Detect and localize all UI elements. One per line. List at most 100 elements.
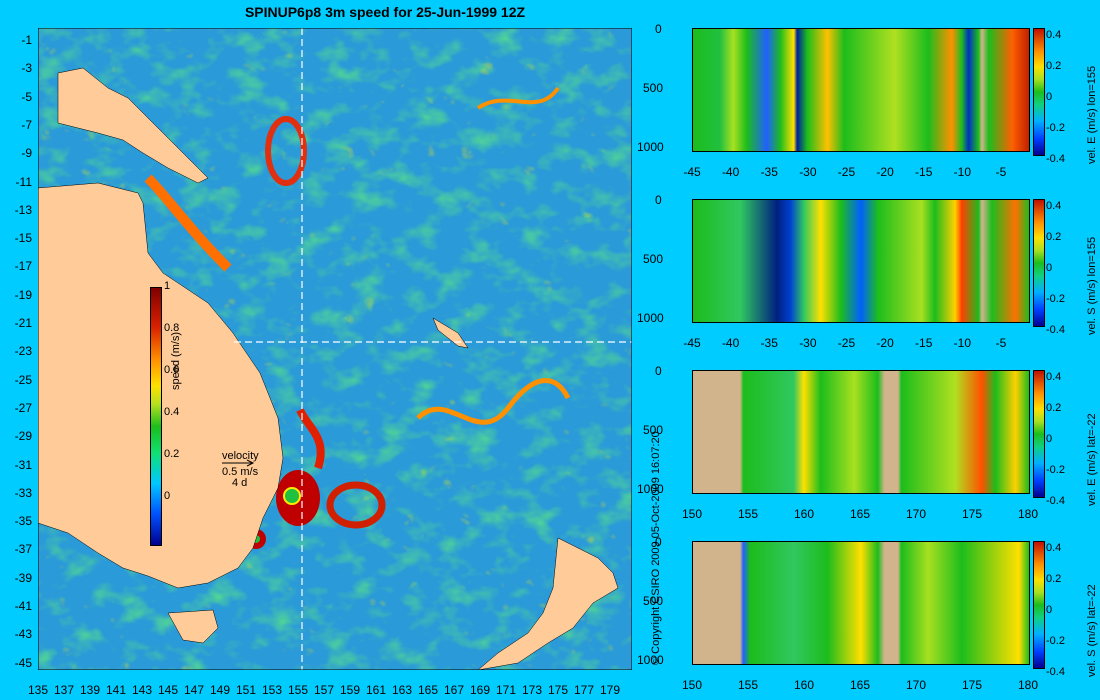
map-lat-tick-label: -37 — [14, 542, 32, 557]
section-x-tick: -45 — [683, 165, 701, 179]
velocity-key-heading: velocity — [222, 450, 259, 462]
section-panel-plot — [692, 28, 1030, 152]
section-x-tick: -40 — [721, 165, 740, 179]
map-lon-tick-label: 179 — [599, 683, 621, 697]
map-lon-tick-label: 155 — [287, 683, 309, 697]
section-depth-tick: 500 — [643, 252, 664, 266]
section-x-tick: 175 — [961, 507, 983, 521]
speed-colorbar-label: speed (m/s) — [170, 331, 182, 390]
speed-colorbar-tick: 0.2 — [164, 448, 180, 460]
section-colorbar-tick: -0.4 — [1046, 666, 1065, 678]
map-lon-tick-label: 169 — [469, 683, 491, 697]
map-lon-tick-label: 153 — [261, 683, 283, 697]
velocity-key-arrow — [222, 459, 255, 467]
velocity-key-duration: 4 d — [232, 477, 248, 489]
map-lon-tick-label: 145 — [157, 683, 179, 697]
section-x-tick: -5 — [995, 336, 1007, 350]
speed-colorbar-tick: 0.4 — [164, 406, 180, 418]
map-lon-tick-label: 177 — [573, 683, 595, 697]
section-depth-tick: 1000 — [637, 482, 664, 496]
section-depth-tick: 1000 — [637, 653, 664, 667]
section-colorbar-tick: 0 — [1046, 433, 1053, 445]
map-lat-tick-label: -41 — [14, 599, 32, 613]
map-lon-tick-label: 171 — [495, 683, 517, 697]
map-lat-tick-label: -19 — [14, 287, 32, 302]
land-new-caledonia — [432, 317, 469, 349]
section-x-tick: -25 — [837, 336, 856, 350]
section-x-tick: -5 — [995, 165, 1007, 179]
map-lon-tick-label: 135 — [27, 683, 49, 697]
map-lat-tick-label: -7 — [21, 117, 32, 132]
section-x-tick: 150 — [681, 507, 703, 521]
section-colorbar-tick: 0.4 — [1046, 29, 1062, 41]
section-colorbar — [1033, 28, 1045, 156]
section-colorbar-tick: 0 — [1046, 604, 1053, 616]
section-x-tick: 180 — [1017, 678, 1039, 692]
map-lat-tick-label: -35 — [14, 514, 32, 529]
speed-colorbar — [150, 287, 162, 546]
map-lon-tick-label: 173 — [521, 683, 543, 697]
land-tasmania — [167, 609, 219, 644]
section-depth-tick: 0 — [655, 22, 662, 36]
section-depth-tick: 500 — [643, 423, 664, 437]
map-lat-tick-label: -1 — [21, 33, 32, 47]
section-panel-plot — [692, 370, 1030, 494]
speed-map — [38, 28, 632, 670]
map-lat-tick-label: -11 — [15, 174, 32, 189]
land-new-guinea — [57, 67, 209, 184]
map-lon-tick-label: 141 — [105, 683, 127, 697]
section-panel-plot — [692, 199, 1030, 323]
section-x-tick: -15 — [915, 336, 933, 350]
map-lat-tick-label: -25 — [14, 372, 32, 387]
section-x-tick: -25 — [837, 165, 856, 179]
map-lat-tick-label: -13 — [14, 202, 32, 217]
section-x-tick: -10 — [953, 336, 972, 350]
section-colorbar — [1033, 199, 1045, 327]
section-colorbar-tick: -0.2 — [1046, 293, 1065, 305]
map-lat-tick-label: -27 — [14, 400, 32, 415]
section-panel-title: vel. S (m/s) lat=-22 — [1086, 584, 1098, 677]
section-x-tick: -15 — [915, 165, 933, 179]
map-lon-tick-label: 143 — [131, 683, 153, 697]
section-depth-tick: 1000 — [637, 311, 664, 325]
speed-colorbar-tick: 0.6 — [164, 364, 180, 376]
section-colorbar-tick: -0.4 — [1046, 324, 1065, 336]
section-x-tick: 155 — [737, 507, 759, 521]
section-colorbar — [1033, 541, 1045, 669]
map-lon-tick-label: 161 — [365, 683, 387, 697]
section-x-tick: 170 — [905, 507, 927, 521]
section-panel-title: vel. S (m/s) lon=155 — [1086, 236, 1098, 335]
section-panel-title: vel. E (m/s) lat=-22 — [1086, 413, 1098, 506]
section-colorbar-tick: 0.4 — [1046, 542, 1062, 554]
map-lon-tick-label: 159 — [339, 683, 361, 697]
map-lon-tick-label: 149 — [209, 683, 231, 697]
map-lat-tick-label: -17 — [14, 259, 32, 274]
section-x-tick: 170 — [905, 678, 927, 692]
map-lat-tick-label: -23 — [14, 344, 32, 359]
map-lat-tick-label: -31 — [14, 457, 32, 472]
section-x-tick: -10 — [953, 165, 972, 179]
figure-title: SPINUP6p8 3m speed for 25-Jun-1999 12Z — [244, 4, 526, 20]
section-colorbar-tick: -0.4 — [1046, 153, 1065, 165]
section-depth-tick: 1000 — [637, 140, 664, 154]
section-colorbar-tick: 0.4 — [1046, 371, 1062, 383]
speed-colorbar-tick: 0 — [164, 490, 171, 502]
map-lon-tick-label: 167 — [443, 683, 465, 697]
section-colorbar-tick: -0.2 — [1046, 464, 1065, 476]
section-x-tick: 175 — [961, 678, 983, 692]
map-lat-tick-label: -21 — [14, 316, 32, 330]
section-x-tick: -45 — [683, 336, 701, 350]
map-lon-tick-label: 165 — [417, 683, 439, 697]
section-depth-tick: 0 — [655, 193, 662, 207]
section-x-tick: -20 — [876, 165, 894, 179]
land-new-zealand — [477, 537, 619, 670]
section-colorbar-tick: 0.2 — [1046, 60, 1062, 72]
section-x-tick: -40 — [721, 336, 740, 350]
section-x-tick: -35 — [760, 165, 778, 179]
section-colorbar-tick: 0.2 — [1046, 402, 1062, 414]
section-colorbar-tick: 0 — [1046, 262, 1053, 274]
map-lon-tick-label: 147 — [183, 683, 205, 697]
section-x-tick: 155 — [737, 678, 759, 692]
section-colorbar-tick: 0.4 — [1046, 200, 1062, 212]
section-x-tick: 150 — [681, 678, 703, 692]
